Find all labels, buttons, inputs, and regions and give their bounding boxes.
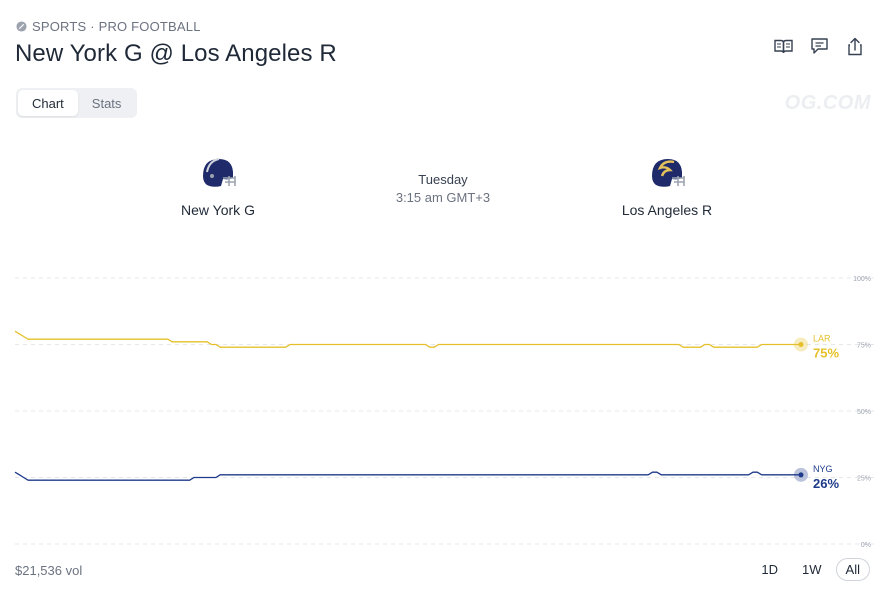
range-all[interactable]: All <box>835 558 870 581</box>
chart-end-labels: LAR 75% NYG 26% <box>794 334 839 491</box>
helmet-icon <box>652 159 685 187</box>
y-tick-label: 75% <box>857 343 871 350</box>
away-team-name: Los Angeles R <box>621 202 713 218</box>
y-tick-label: 100% <box>853 276 871 283</box>
home-team: New York G <box>128 156 308 218</box>
page-title: New York G @ Los Angeles R <box>15 40 337 67</box>
time-range-selector: 1D 1W All <box>751 558 870 581</box>
range-1d[interactable]: 1D <box>761 562 779 577</box>
series-name-label: NYG <box>813 464 833 474</box>
chart-lines <box>14 330 801 481</box>
home-team-name: New York G <box>181 202 255 218</box>
watermark-logo: OG.COM <box>784 92 871 114</box>
share-icon <box>848 37 862 55</box>
tab-stats[interactable]: Stats <box>91 95 122 111</box>
book-icon <box>773 39 793 53</box>
view-tabs: Chart Stats <box>16 88 138 118</box>
probability-chart: 0% 25% 50% 75% 100% LAR 75% NYG 26% <box>14 276 874 549</box>
series-value-label: 75% <box>813 346 839 361</box>
chart-grid: 0% 25% 50% 75% 100% <box>15 276 874 549</box>
y-tick-label: 50% <box>857 409 871 416</box>
series-end-point <box>798 342 804 347</box>
helmet-icon <box>203 158 236 187</box>
away-team: Los Angeles R <box>577 156 757 218</box>
series-value-label: 26% <box>813 476 839 491</box>
series-line-lar <box>14 330 801 348</box>
game-day: Tuesday <box>418 172 468 187</box>
comment-icon <box>810 38 828 54</box>
series-end-point <box>798 472 804 478</box>
series-line-nyg <box>14 471 801 481</box>
game-time: 3:15 am GMT+3 <box>395 190 491 205</box>
comments-button[interactable] <box>809 36 829 56</box>
category-breadcrumb: SPORTS · PRO FOOTBALL <box>16 19 201 34</box>
volume-text: $21,536 vol <box>15 563 83 578</box>
tab-chart[interactable]: Chart <box>18 90 78 116</box>
header-actions <box>773 36 865 56</box>
series-name-label: LAR <box>813 334 831 344</box>
range-1w[interactable]: 1W <box>802 562 822 577</box>
y-tick-label: 0% <box>861 542 871 549</box>
football-icon <box>16 21 27 32</box>
share-button[interactable] <box>845 36 865 56</box>
game-info: Tuesday 3:15 am GMT+3 <box>343 172 543 205</box>
rules-button[interactable] <box>773 36 793 56</box>
y-tick-label: 25% <box>857 476 871 483</box>
category-text: SPORTS · PRO FOOTBALL <box>32 19 201 34</box>
